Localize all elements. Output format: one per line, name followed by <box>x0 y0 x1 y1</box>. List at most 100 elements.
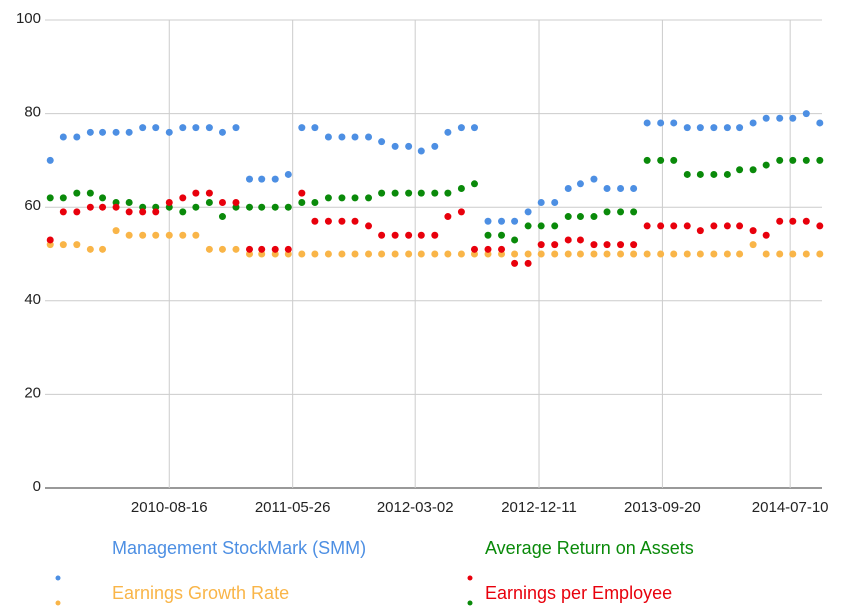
point <box>802 110 810 118</box>
point <box>643 250 651 258</box>
point <box>205 199 213 207</box>
point <box>298 124 306 132</box>
point <box>205 245 213 253</box>
legend-marker <box>55 575 61 581</box>
point <box>192 189 200 197</box>
point <box>431 250 439 258</box>
point <box>86 128 94 136</box>
point <box>511 250 519 258</box>
point <box>59 241 67 249</box>
x-tick-label: 2013-09-20 <box>624 499 701 516</box>
point <box>603 184 611 192</box>
point <box>710 170 718 178</box>
point <box>99 203 107 211</box>
point <box>99 128 107 136</box>
point <box>470 124 478 132</box>
point <box>46 236 54 244</box>
point <box>73 189 81 197</box>
point <box>417 189 425 197</box>
point <box>139 231 147 239</box>
point <box>152 231 160 239</box>
point <box>537 199 545 207</box>
point <box>86 189 94 197</box>
point <box>789 217 797 225</box>
point <box>271 203 279 211</box>
point <box>311 250 319 258</box>
point <box>683 170 691 178</box>
point <box>311 124 319 132</box>
point <box>179 208 187 216</box>
point <box>789 250 797 258</box>
point <box>405 250 413 258</box>
point <box>524 222 532 230</box>
x-tick-label: 2014-07-10 <box>752 499 829 516</box>
point <box>576 250 584 258</box>
y-tick-label: 0 <box>33 478 41 495</box>
point <box>564 184 572 192</box>
point <box>683 222 691 230</box>
point <box>324 133 332 141</box>
point <box>165 199 173 207</box>
point <box>152 208 160 216</box>
point <box>405 189 413 197</box>
point <box>125 199 133 207</box>
x-tick-label: 2011-05-26 <box>255 499 331 516</box>
point <box>576 213 584 221</box>
point <box>365 222 373 230</box>
point <box>338 133 346 141</box>
point <box>284 170 292 178</box>
x-tick-label: 2012-03-02 <box>377 499 454 516</box>
point <box>152 124 160 132</box>
point <box>73 208 81 216</box>
point <box>205 124 213 132</box>
point <box>417 231 425 239</box>
point <box>524 250 532 258</box>
point <box>723 250 731 258</box>
point <box>444 189 452 197</box>
point <box>378 189 386 197</box>
point <box>232 124 240 132</box>
point <box>258 175 266 183</box>
point <box>816 156 824 164</box>
point <box>670 156 678 164</box>
point <box>391 250 399 258</box>
point <box>657 250 665 258</box>
point <box>776 156 784 164</box>
point <box>524 208 532 216</box>
point <box>590 213 598 221</box>
point <box>365 250 373 258</box>
point <box>723 170 731 178</box>
y-tick-label: 40 <box>24 291 41 308</box>
point <box>205 189 213 197</box>
point <box>683 250 691 258</box>
point <box>284 245 292 253</box>
point <box>46 194 54 202</box>
point <box>258 245 266 253</box>
point <box>112 203 120 211</box>
point <box>683 124 691 132</box>
point <box>378 138 386 146</box>
point <box>630 250 638 258</box>
point <box>192 124 200 132</box>
point <box>710 124 718 132</box>
point <box>498 217 506 225</box>
point <box>657 156 665 164</box>
point <box>59 208 67 216</box>
point <box>670 119 678 127</box>
y-tick-label: 20 <box>24 384 41 401</box>
point <box>165 128 173 136</box>
point <box>802 156 810 164</box>
point <box>351 250 359 258</box>
point <box>776 217 784 225</box>
point <box>617 208 625 216</box>
y-tick-label: 80 <box>24 104 41 121</box>
point <box>537 250 545 258</box>
point <box>179 231 187 239</box>
point <box>99 245 107 253</box>
point <box>444 128 452 136</box>
point <box>271 245 279 253</box>
legend-label: Average Return on Assets <box>485 538 694 558</box>
point <box>802 217 810 225</box>
point <box>498 245 506 253</box>
point <box>405 142 413 150</box>
